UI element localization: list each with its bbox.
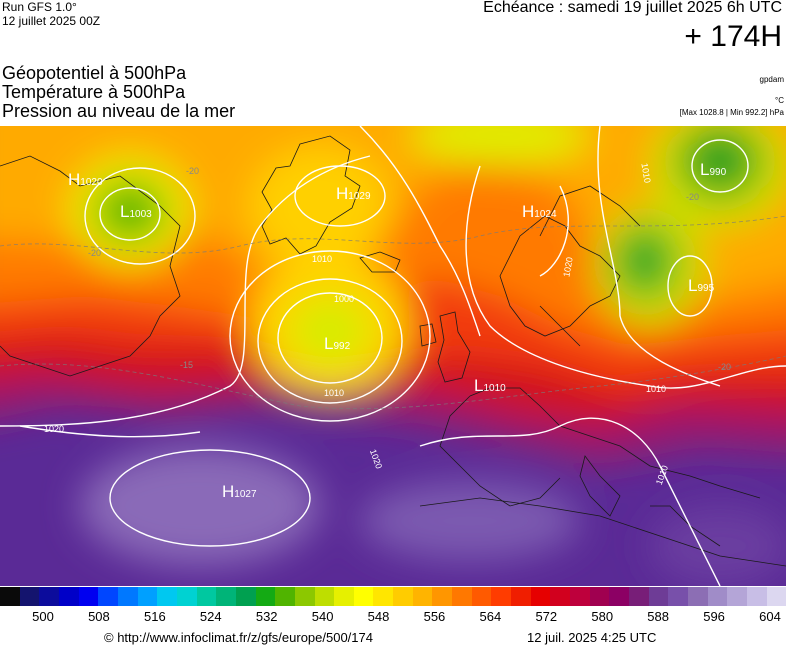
pressure-center-l-1003: L1003 — [120, 202, 152, 221]
colorbar-swatch — [609, 587, 629, 606]
isobar-label: 1020 — [44, 424, 65, 434]
pressure-center-h-1020: H1020 — [68, 170, 103, 189]
colorbar-swatch — [353, 587, 374, 606]
colorbar-swatch — [648, 587, 669, 606]
parameter-pressure: Pression au niveau de la mer — [2, 101, 236, 121]
parameter-list: Géopotentiel à 500hPa Température à 500h… — [2, 64, 235, 121]
colorbar-swatch — [157, 587, 177, 606]
temperature-label: -20 — [88, 248, 102, 258]
colorbar-swatch — [39, 587, 59, 606]
temperature-label: -20 — [186, 166, 200, 176]
pressure-center-h-1029: H1029 — [336, 184, 371, 203]
run-model: Run GFS 1.0° — [2, 0, 77, 14]
colorbar-swatch — [255, 587, 276, 606]
colorbar-swatch — [78, 587, 99, 606]
geopotential-field — [0, 126, 786, 586]
forecast-hour: + 174H — [684, 20, 782, 53]
colorbar-swatch — [491, 587, 512, 606]
colorbar-swatch — [393, 587, 413, 606]
colorbar-swatch — [668, 587, 688, 606]
coastlines — [0, 135, 786, 567]
colorbar-tick-label: 556 — [423, 609, 446, 624]
colorbar-swatch — [373, 587, 394, 606]
forecast-valid-time: Echéance : samedi 19 juillet 2025 6h UTC — [483, 0, 782, 16]
colorbar-swatch — [235, 587, 256, 606]
unit-geopotential: gpdam — [759, 75, 784, 84]
colorbar-swatch — [452, 587, 472, 606]
colorbar-swatch — [137, 587, 158, 606]
colorbar-swatch — [766, 587, 786, 606]
run-date: 12 juillet 2025 00Z — [2, 14, 101, 28]
colorbar-swatch — [629, 587, 649, 606]
colorbar-swatch — [216, 587, 236, 606]
pressure-center-l-1010: L1010 — [474, 376, 506, 395]
colorbar-tick-label: 580 — [591, 609, 614, 624]
colorbar-swatch — [117, 587, 138, 606]
colorbar-swatch — [511, 587, 531, 606]
pressure-range: [Max 1028.8 | Min 992.2] hPa — [679, 108, 784, 117]
generated-timestamp: 12 juil. 2025 4:25 UTC — [527, 630, 657, 645]
pressure-center-l-995: L995 — [688, 276, 715, 295]
pressure-center-h-1027: H1027 — [222, 482, 257, 501]
weather-map: H1020 L1003 H1029 L992 H1024 L990 L995 L… — [0, 126, 786, 586]
colorbar-ticks: 500 508 516 524 532 540 548 556 564 572 580 588 596 6… — [0, 609, 786, 627]
colorbar-tick-label: 500 — [32, 609, 54, 624]
colorbar-swatch — [471, 587, 492, 606]
colorbar-tick-label: 540 — [311, 609, 334, 624]
colorbar-swatch — [294, 587, 315, 606]
colorbar-swatch — [570, 587, 590, 606]
colorbar-tick-label: 564 — [479, 609, 502, 624]
colorbar-tick-label: 588 — [647, 609, 669, 624]
colorbar-swatch — [196, 587, 217, 606]
colorbar-swatch — [0, 587, 20, 606]
unit-temperature: °C — [775, 96, 784, 105]
colorbar-swatch — [530, 587, 551, 606]
colorbar-swatch — [58, 587, 79, 606]
colorbar-tick-label: 524 — [199, 609, 222, 624]
colorbar-swatch — [334, 587, 354, 606]
source-url[interactable]: © http://www.infoclimat.fr/z/gfs/europe/… — [104, 630, 373, 645]
colorbar-tick-label: 604 — [759, 609, 781, 624]
isobars — [0, 126, 786, 586]
colorbar-swatch — [176, 587, 197, 606]
colorbar-tick-label: 508 — [88, 609, 110, 624]
colorbar-swatch — [727, 587, 747, 606]
isobar-label: 1010 — [312, 254, 333, 264]
parameter-temperature: Température à 500hPa — [2, 82, 186, 102]
colorbar-swatch — [432, 587, 453, 606]
colorbar-swatch — [98, 587, 118, 606]
colorbar-tick-label: 548 — [367, 609, 390, 624]
temperature-label: -15 — [180, 360, 194, 370]
units-legend: gpdam °C [Max 1028.8 | Min 992.2] hPa — [680, 74, 784, 119]
pressure-center-l-990: L990 — [700, 160, 727, 179]
colorbar-swatch — [275, 587, 295, 606]
pressure-center-l-992: L992 — [324, 334, 351, 353]
colorbar-tick-label: 532 — [255, 609, 278, 624]
temperature-isotherms — [0, 215, 786, 410]
pressure-center-h-1024: H1024 — [522, 202, 557, 221]
colorbar-swatch — [707, 587, 728, 606]
colorbar-tick-label: 516 — [143, 609, 166, 624]
colorbar-swatch — [314, 587, 335, 606]
temperature-label: -20 — [718, 362, 732, 372]
isobar-label: 1010 — [646, 384, 667, 394]
colorbar-tick-label: 596 — [703, 609, 725, 624]
colorbar — [0, 587, 786, 606]
colorbar-swatch — [687, 587, 708, 606]
parameter-geopotential: Géopotentiel à 500hPa — [2, 63, 187, 83]
temperature-label: -20 — [686, 192, 700, 202]
colorbar-swatch — [550, 587, 571, 606]
run-info: Run GFS 1.0° 12 juillet 2025 00Z — [2, 0, 100, 28]
colorbar-swatch — [589, 587, 610, 606]
colorbar-swatch — [746, 587, 767, 606]
isobar-label: 1010 — [324, 388, 345, 398]
colorbar-swatch — [19, 587, 40, 606]
isobar-label: 1000 — [334, 294, 355, 304]
colorbar-swatch — [412, 587, 433, 606]
colorbar-tick-label: 572 — [535, 609, 558, 624]
